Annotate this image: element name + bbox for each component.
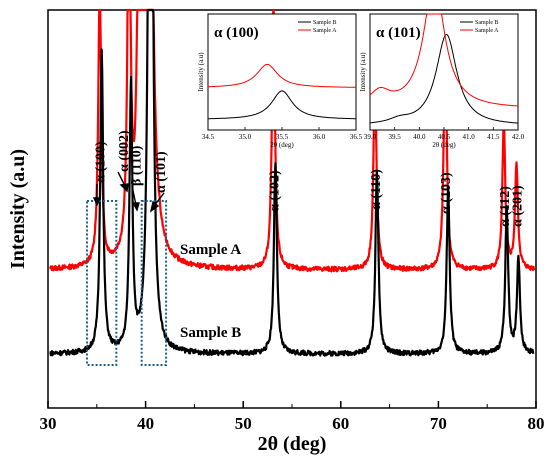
peak-labels: α (100) α (002)β (110) α (101) α (102) α (11… — [94, 130, 526, 227]
inset-2-legend-a: Sample A — [475, 28, 499, 34]
peak-arrows — [92, 171, 165, 213]
inset-1-series-sample-b — [208, 90, 356, 120]
arrow-002 — [117, 171, 126, 187]
inset-2-series — [369, 13, 519, 124]
inset-1-tick-label-34.5: 34.5 — [202, 133, 215, 141]
inset-1-legend-b: Sample B — [313, 20, 337, 26]
y-axis-title: Intensity (a.u) — [7, 149, 29, 269]
inset-2-series-sample-b — [370, 33, 519, 124]
inset-1-tick-label-36.0: 36.0 — [313, 133, 326, 141]
arrow-b110-head — [131, 202, 140, 212]
inset-1-legend-a: Sample A — [313, 28, 337, 34]
inset-1-legend: Sample B Sample A — [298, 20, 337, 34]
x-tick-label-60: 60 — [332, 414, 349, 433]
peak-label-1: α (002) — [117, 130, 132, 172]
inset-2-tick-label-40.0: 40.0 — [413, 133, 426, 141]
highlight-box-1 — [86, 200, 118, 366]
inset-alpha-100: 34.5 35.0 35.5 36.0 36.5 α (100) 2θ (deg) In… — [197, 13, 363, 149]
peak-label-6: α (103) — [439, 172, 454, 214]
inset-2-frame — [369, 13, 519, 131]
x-tick-label-40: 40 — [137, 414, 154, 433]
highlight-boxes — [86, 200, 168, 366]
series-line-sample-b — [49, 8, 535, 357]
peak-label-5: α (110) — [369, 169, 384, 210]
series-line-sample-a — [49, 8, 536, 273]
arrow-002-head — [119, 183, 129, 193]
inset-2-tick-label-41.0: 41.0 — [463, 133, 476, 141]
inset-2-series-sample-a — [369, 13, 519, 107]
sample-a-label: Sample A — [180, 242, 241, 258]
inset-1-xlabel: 2θ (deg) — [270, 141, 294, 149]
inset-1-tick-label-35.0: 35.0 — [239, 133, 252, 141]
main-series-group — [49, 8, 536, 357]
inset-2-title: α (101) — [376, 25, 421, 41]
inset-alpha-101: 39.0 39.5 40.0 40.5 41.0 41.5 42.0 α (101) 2θ … — [359, 13, 525, 149]
inset-2-xlabel: 2θ (deg) — [432, 141, 456, 149]
inset-2-ylabel: Intensity (a.u) — [359, 52, 367, 92]
peak-label-7: α (112) — [498, 186, 513, 227]
x-tick-label-70: 70 — [430, 414, 447, 433]
inset-1-ylabel: Intensity (a.u) — [197, 52, 205, 92]
peak-label-2: β (110) — [130, 145, 145, 186]
inset-1-title: α (100) — [214, 25, 259, 41]
inset-1-x-ticks: 34.5 35.0 35.5 36.0 36.5 — [202, 127, 363, 141]
x-tick-label-50: 50 — [235, 414, 252, 433]
sample-b-label: Sample B — [180, 325, 241, 341]
peak-label-3: α (101) — [154, 151, 169, 193]
inset-2-legend: Sample B Sample A — [460, 20, 499, 34]
arrow-101-head — [149, 200, 160, 213]
arrow-100-head — [92, 197, 102, 207]
inset-2-tick-label-41.5: 41.5 — [487, 133, 500, 141]
inset-2-tick-label-39.0: 39.0 — [364, 133, 377, 141]
x-axis-title: 2θ (deg) — [258, 433, 327, 455]
x-tick-label-30: 30 — [40, 414, 57, 433]
inset-2-tick-label-39.5: 39.5 — [389, 133, 402, 141]
peak-label-0: α (100) — [94, 141, 109, 183]
inset-1-series-sample-a — [208, 63, 356, 88]
highlight-box-2 — [140, 200, 168, 366]
main-x-ticks: 30 40 50 60 70 80 — [40, 401, 545, 433]
inset-2-tick-label-40.5: 40.5 — [438, 133, 451, 141]
inset-1-tick-label-36.5: 36.5 — [350, 133, 363, 141]
peak-label-4: α (102) — [268, 170, 283, 212]
inset-1-series — [208, 63, 356, 120]
inset-2-tick-label-42.0: 42.0 — [512, 133, 525, 141]
inset-2-x-ticks: 39.0 39.5 40.0 40.5 41.0 41.5 42.0 — [364, 127, 525, 141]
inset-1-tick-label-35.5: 35.5 — [276, 133, 289, 141]
arrow-b110 — [131, 185, 137, 206]
inset-1-frame — [207, 13, 357, 131]
peak-label-8: α (201) — [511, 185, 526, 227]
x-tick-label-80: 80 — [528, 414, 545, 433]
inset-2-legend-b: Sample B — [475, 20, 499, 26]
